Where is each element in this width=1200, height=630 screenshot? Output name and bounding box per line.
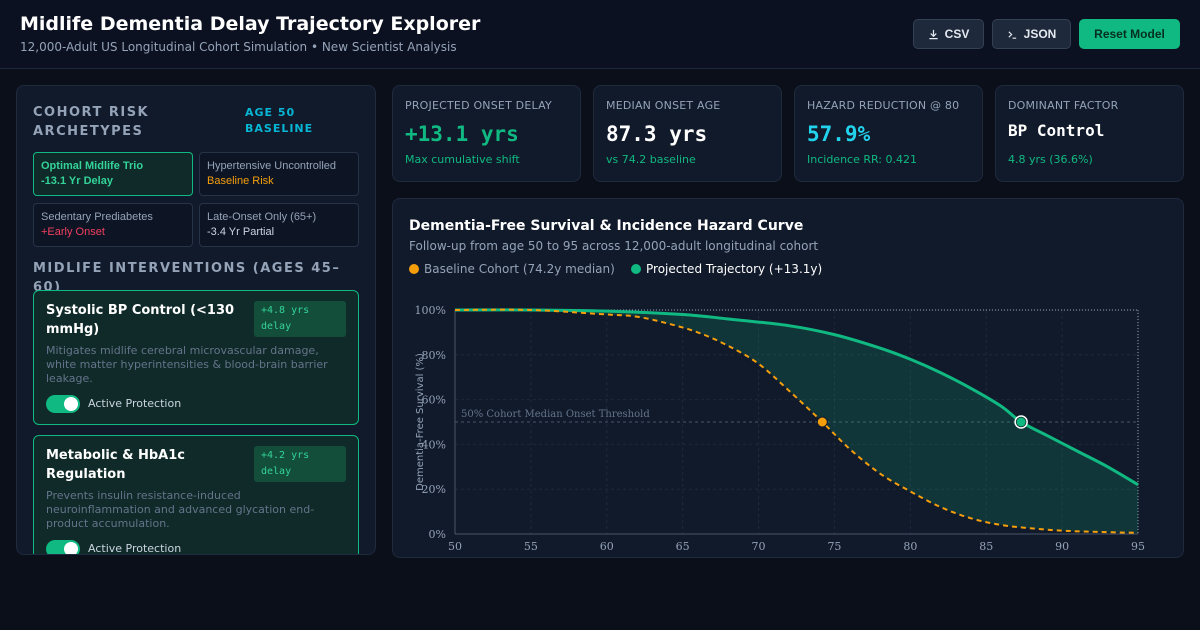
x-tick-label: 85 (979, 540, 993, 553)
archetype-effect: -13.1 Yr Delay (41, 175, 113, 187)
threshold-label: 50% Cohort Median Onset Threshold (461, 409, 650, 420)
legend-projected[interactable]: Projected Trajectory (+13.1y) (631, 262, 822, 276)
y-tick-label: 80% (422, 349, 446, 362)
delay-gap-area (455, 309, 1138, 533)
x-tick-label: 80 (903, 540, 917, 553)
x-tick-label: 55 (524, 540, 538, 553)
export-json-button[interactable]: JSON (992, 19, 1071, 49)
stat-sub: 4.8 yrs (36.6%) (1008, 153, 1093, 166)
archetype-sedentary[interactable]: Sedentary Prediabetes +Early Onset (33, 203, 193, 247)
x-tick-label: 95 (1131, 540, 1145, 553)
age-baseline-badge: AGE 50 BASELINE (245, 106, 314, 135)
delay-badge: +4.8 yrs delay (254, 301, 346, 337)
archetype-late-onset[interactable]: Late-Onset Only (65+) -3.4 Yr Partial (199, 203, 359, 247)
terminal-icon (1008, 30, 1016, 39)
x-tick-label: 75 (827, 540, 841, 553)
download-icon (929, 29, 938, 39)
stat-value: BP Control (1008, 121, 1105, 140)
json-label: JSON (1023, 27, 1057, 41)
archetype-effect: Baseline Risk (207, 175, 274, 187)
chart-title: Dementia-Free Survival & Incidence Hazar… (409, 218, 804, 234)
x-tick-label: 60 (600, 540, 614, 553)
archetype-optimal-trio[interactable]: Optimal Midlife Trio -13.1 Yr Delay (33, 152, 193, 196)
intervention-description: Mitigates midlife cerebral microvascular… (46, 344, 328, 385)
archetype-name: Hypertensive Uncontrolled (207, 160, 337, 172)
x-tick-label: 50 (448, 540, 462, 553)
archetype-name: Sedentary Prediabetes (41, 211, 153, 223)
intervention-toggle[interactable] (46, 540, 80, 554)
app-subtitle: 12,000-Adult US Longitudinal Cohort Simu… (20, 40, 457, 54)
y-tick-label: 100% (415, 304, 446, 317)
legend-dot-projected (631, 264, 641, 274)
legend-dot-baseline (409, 264, 419, 274)
stat-value: 87.3 yrs (606, 122, 708, 146)
legend-baseline[interactable]: Baseline Cohort (74.2y median) (409, 262, 615, 276)
delay-badge: +4.2 yrs delay (254, 446, 346, 482)
stat-sub: Max cumulative shift (405, 153, 520, 166)
intervention-title: Metabolic & HbA1c Regulation (46, 448, 185, 482)
intervention-metabolic[interactable]: Metabolic & HbA1c Regulation +4.2 yrs de… (33, 435, 359, 555)
x-tick-label: 70 (752, 540, 766, 553)
stat-label: HAZARD REDUCTION @ 80 (807, 99, 960, 112)
legend-label: Projected Trajectory (+13.1y) (646, 262, 823, 276)
legend-label: Baseline Cohort (74.2y median) (424, 262, 615, 276)
intervention-title: Systolic BP Control (<130 mmHg) (46, 303, 235, 337)
intervention-bp-control[interactable]: Systolic BP Control (<130 mmHg) +4.8 yrs… (33, 290, 359, 425)
stat-label: MEDIAN ONSET AGE (606, 99, 721, 112)
projected-median-marker (1016, 417, 1026, 427)
archetype-name: Optimal Midlife Trio (41, 160, 144, 172)
export-csv-button[interactable]: CSV (913, 19, 984, 49)
archetype-effect: -3.4 Yr Partial (207, 226, 275, 238)
control-panel: COHORT RISK ARCHETYPES AGE 50 BASELINE O… (16, 85, 376, 555)
x-tick-label: 90 (1055, 540, 1069, 553)
stat-hazard-reduction: HAZARD REDUCTION @ 80 57.9% Incidence RR… (794, 85, 983, 182)
toggle-label: Active Protection (88, 542, 182, 555)
stat-onset-delay: PROJECTED ONSET DELAY +13.1 yrs Max cumu… (392, 85, 581, 182)
stat-label: PROJECTED ONSET DELAY (405, 99, 552, 112)
stat-label: DOMINANT FACTOR (1008, 99, 1119, 112)
y-tick-label: 0% (429, 528, 446, 541)
app-header: Midlife Dementia Delay Trajectory Explor… (0, 0, 1200, 69)
app-title: Midlife Dementia Delay Trajectory Explor… (20, 13, 481, 35)
stat-value: 57.9% (807, 122, 871, 146)
projected-series-line (454, 308, 1139, 487)
csv-label: CSV (944, 27, 970, 41)
survival-chart-card: Dementia-Free Survival & Incidence Hazar… (392, 198, 1184, 558)
y-axis-label: Dementia-Free Survival (%) (415, 353, 426, 491)
archetype-hypertensive[interactable]: Hypertensive Uncontrolled Baseline Risk (199, 152, 359, 196)
archetypes-title: COHORT RISK ARCHETYPES (33, 105, 150, 139)
x-tick-label: 65 (676, 540, 690, 553)
stat-sub: vs 74.2 baseline (606, 153, 696, 166)
intervention-toggle[interactable] (46, 395, 80, 413)
y-tick-label: 60% (422, 394, 446, 407)
reset-model-button[interactable]: Reset Model (1079, 19, 1180, 49)
baseline-series-line (454, 308, 1139, 534)
y-tick-label: 40% (422, 438, 446, 451)
stat-sub: Incidence RR: 0.421 (807, 153, 917, 166)
stat-value: +13.1 yrs (405, 122, 519, 146)
chart-subtitle: Follow-up from age 50 to 95 across 12,00… (409, 239, 819, 253)
y-tick-label: 20% (422, 483, 446, 496)
stat-median-onset: MEDIAN ONSET AGE 87.3 yrs vs 74.2 baseli… (593, 85, 782, 182)
baseline-median-marker (816, 416, 828, 428)
archetype-effect: +Early Onset (41, 226, 105, 238)
stat-dominant-factor: DOMINANT FACTOR BP Control 4.8 yrs (36.6… (995, 85, 1184, 182)
intervention-description: Prevents insulin resistance-induced neur… (46, 489, 315, 530)
archetype-name: Late-Onset Only (65+) (207, 211, 317, 223)
toggle-label: Active Protection (88, 397, 182, 410)
survival-chart[interactable]: 0% 20% 40% 60% 80% 100% 50 55 60 65 70 75 80 85 90 95 De… (393, 199, 1184, 558)
